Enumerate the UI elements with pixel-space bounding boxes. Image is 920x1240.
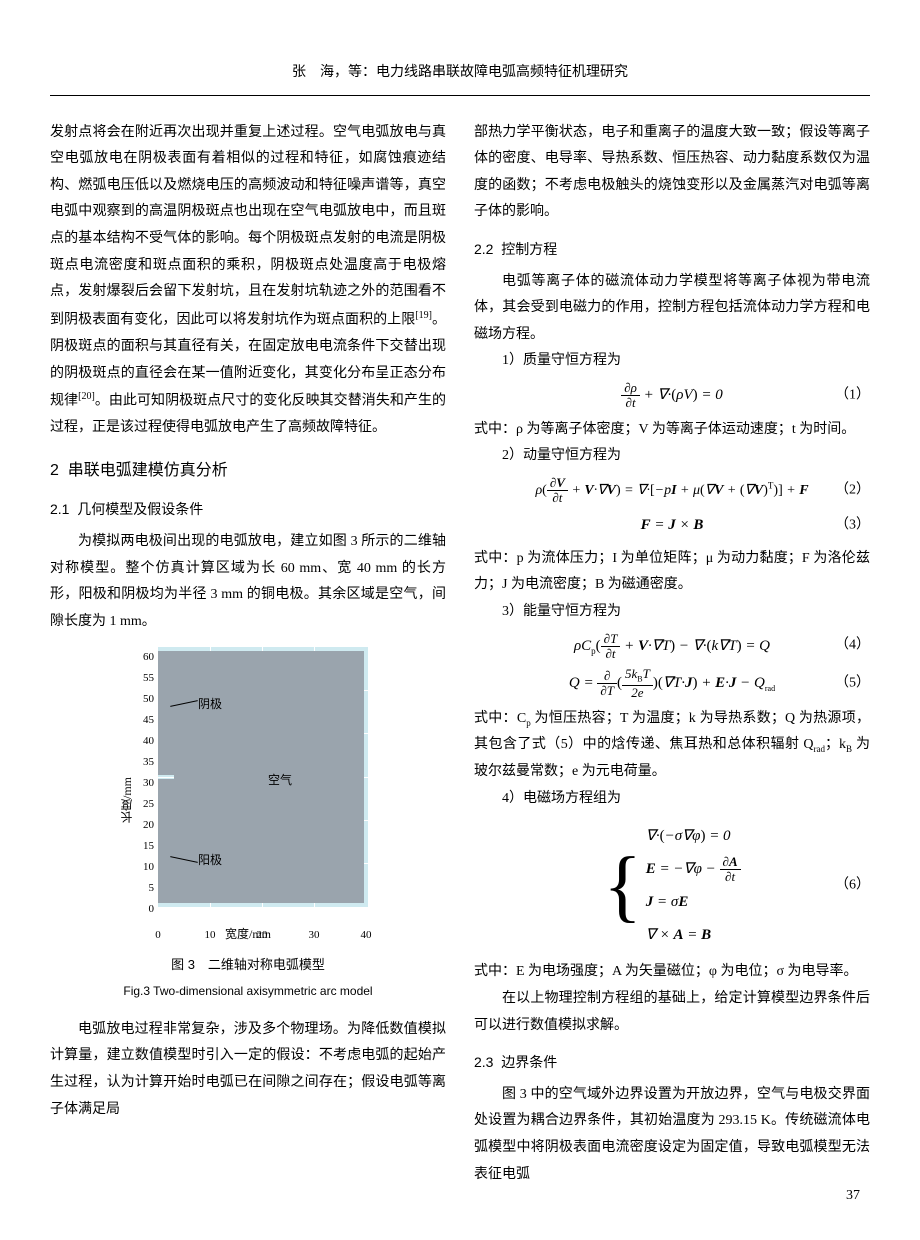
- heading-title: 几何模型及假设条件: [77, 501, 203, 517]
- figure-caption-en: Fig.3 Two-dimensional axisymmetric arc m…: [50, 980, 446, 1003]
- equation-1: ∂ρ∂t + ∇·(ρV) = 0 （1）: [474, 381, 870, 411]
- list-item: 1）质量守恒方程为: [474, 348, 870, 375]
- y-axis-label: 长度/mm: [116, 777, 139, 823]
- heading-number: 2.2: [474, 241, 493, 257]
- subsection-heading: 2.3 边界条件: [474, 1049, 870, 1076]
- figure-caption-cn: 图 3 二维轴对称电弧模型: [50, 953, 446, 978]
- body-paragraph: 为模拟两电极间出现的电弧放电，建立如图 3 所示的二维轴对称模型。整个仿真计算区…: [50, 529, 446, 635]
- heading-title: 控制方程: [501, 241, 557, 257]
- equation-note: 式中：ρ 为等离子体密度；V 为等离子体运动速度；t 为时间。: [474, 417, 870, 444]
- page-number: 37: [846, 1183, 860, 1210]
- figure-plot: 阴极 空气 阳极 0 5 10 15 20 25 30 35 40: [118, 647, 378, 947]
- equation-number: （5）: [835, 670, 870, 697]
- body-paragraph: 电弧等离子体的磁流体动力学模型将等离子体视为带电流体，其会受到电磁力的作用，控制…: [474, 269, 870, 349]
- equation-2: ρ(∂V∂t + V·∇V) = ∇·[−pI + μ(∇V + (∇V)T)]…: [474, 476, 870, 506]
- equation-number: （4）: [835, 633, 870, 660]
- section-heading: 2 串联电弧建模仿真分析: [50, 456, 446, 486]
- anode-label: 阳极: [198, 849, 222, 872]
- cathode-label: 阴极: [198, 693, 222, 716]
- text: 。由此可知阴极斑点尺寸的变化反映其交替消失和产生的过程，正是该过程使得电弧放电产…: [50, 394, 446, 436]
- right-column: 部热力学平衡状态，电子和重离子的温度大致一致；假设等离子体的密度、电导率、导热系…: [474, 120, 870, 1189]
- left-column: 发射点将会在附近再次出现并重复上述过程。空气电弧放电与真空电弧放电在阴极表面有着…: [50, 120, 446, 1189]
- heading-number: 2.1: [50, 501, 69, 517]
- list-item: 2）动量守恒方程为: [474, 443, 870, 470]
- body-paragraph: 电弧放电过程非常复杂，涉及多个物理场。为降低数值模拟计算量，建立数值模型时引入一…: [50, 1017, 446, 1123]
- equation-5: Q = ∂∂T(5kBT2e)(∇T·J) + E·J − Qrad （5）: [474, 667, 870, 700]
- list-item: 3）能量守恒方程为: [474, 599, 870, 626]
- equation-number: （6）: [835, 873, 870, 900]
- figure-3: 阴极 空气 阳极 0 5 10 15 20 25 30 35 40: [50, 647, 446, 1002]
- heading-title: 边界条件: [501, 1054, 557, 1070]
- subsection-heading: 2.2 控制方程: [474, 236, 870, 263]
- equation-number: （2）: [835, 477, 870, 504]
- equation-note: 式中：E 为电场强度；A 为矢量磁位；φ 为电位；σ 为电导率。: [474, 959, 870, 986]
- heading-title: 串联电弧建模仿真分析: [68, 462, 228, 479]
- heading-number: 2.3: [474, 1054, 493, 1070]
- anode-region: [158, 779, 174, 903]
- citation-19: [19]: [415, 310, 432, 321]
- page-header: 张 海，等：电力线路串联故障电弧高频特征机理研究: [50, 60, 870, 96]
- body-paragraph: 部热力学平衡状态，电子和重离子的温度大致一致；假设等离子体的密度、电导率、导热系…: [474, 120, 870, 226]
- body-paragraph: 图 3 中的空气域外边界设置为开放边界，空气与电极交界面处设置为耦合边界条件，其…: [474, 1082, 870, 1188]
- heading-number: 2: [50, 462, 59, 479]
- equation-4: ρCp(∂T∂t + V·∇T) − ∇·(k∇T) = Q （4）: [474, 632, 870, 662]
- equation-note: 式中：Cp 为恒压热容；T 为温度；k 为导热系数；Q 为热源项，其包含了式（5…: [474, 706, 870, 786]
- equation-3: F = J × B （3）: [474, 511, 870, 540]
- list-item: 4）电磁场方程组为: [474, 786, 870, 813]
- plot-background: 阴极 空气 阳极: [158, 647, 368, 907]
- air-label: 空气: [268, 769, 292, 792]
- subsection-heading: 2.1 几何模型及假设条件: [50, 496, 446, 523]
- equation-number: （1）: [835, 382, 870, 409]
- text: 发射点将会在附近再次出现并重复上述过程。空气电弧放电与真空电弧放电在阴极表面有着…: [50, 125, 446, 328]
- equation-note: 式中：p 为流体压力；I 为单位矩阵；μ 为动力黏度；F 为洛伦兹力；J 为电流…: [474, 546, 870, 599]
- body-paragraph: 发射点将会在附近再次出现并重复上述过程。空气电弧放电与真空电弧放电在阴极表面有着…: [50, 120, 446, 442]
- equation-6: { ∇·(−σ∇φ) = 0 E = −∇φ − ∂A∂t J = σE ∇ ×…: [474, 818, 870, 953]
- x-axis-label: 宽度/mm: [118, 923, 378, 946]
- two-column-layout: 发射点将会在附近再次出现并重复上述过程。空气电弧放电与真空电弧放电在阴极表面有着…: [50, 120, 870, 1189]
- equation-number: （3）: [835, 512, 870, 539]
- cathode-region: [158, 651, 174, 775]
- body-paragraph: 在以上物理控制方程组的基础上，给定计算模型边界条件后可以进行数值模拟求解。: [474, 986, 870, 1039]
- citation-20: [20]: [78, 391, 95, 402]
